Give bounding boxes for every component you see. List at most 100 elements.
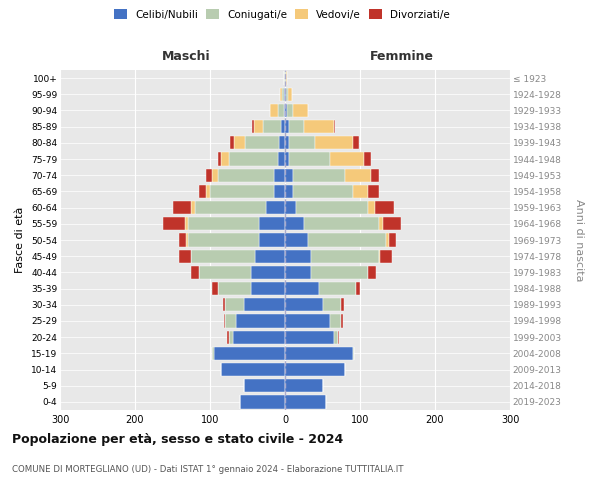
Bar bbox=[218, 282, 251, 295]
Bar bbox=[379, 217, 383, 230]
Bar bbox=[263, 120, 281, 134]
Bar bbox=[383, 217, 401, 230]
Bar bbox=[285, 185, 293, 198]
Bar bbox=[274, 185, 285, 198]
Bar bbox=[266, 201, 285, 214]
Bar bbox=[389, 234, 396, 246]
Bar bbox=[191, 266, 199, 279]
Bar bbox=[285, 72, 286, 85]
Bar bbox=[240, 396, 285, 408]
Bar bbox=[285, 152, 289, 166]
Bar bbox=[281, 120, 285, 134]
Text: Maschi: Maschi bbox=[161, 50, 211, 62]
Legend: Celibi/Nubili, Coniugati/e, Vedovi/e, Divorziati/e: Celibi/Nubili, Coniugati/e, Vedovi/e, Di… bbox=[110, 5, 454, 24]
Bar bbox=[205, 168, 212, 182]
Bar bbox=[293, 185, 353, 198]
Bar bbox=[280, 88, 282, 101]
Bar bbox=[289, 120, 304, 134]
Bar bbox=[311, 266, 367, 279]
Bar bbox=[311, 250, 379, 263]
Bar bbox=[337, 330, 339, 344]
Bar bbox=[285, 330, 334, 344]
Bar bbox=[293, 104, 308, 117]
Bar bbox=[227, 330, 229, 344]
Bar bbox=[285, 379, 323, 392]
Bar bbox=[367, 185, 379, 198]
Bar bbox=[286, 72, 287, 85]
Bar bbox=[199, 185, 206, 198]
Bar bbox=[191, 201, 195, 214]
Bar bbox=[225, 298, 244, 312]
Bar bbox=[244, 379, 285, 392]
Bar bbox=[375, 201, 394, 214]
Bar bbox=[173, 201, 191, 214]
Y-axis label: Fasce di età: Fasce di età bbox=[16, 207, 25, 273]
Bar bbox=[285, 250, 311, 263]
Bar bbox=[304, 120, 334, 134]
Bar bbox=[285, 346, 353, 360]
Bar bbox=[285, 136, 289, 149]
Bar bbox=[285, 298, 323, 312]
Bar bbox=[288, 88, 292, 101]
Bar bbox=[187, 217, 259, 230]
Bar bbox=[330, 314, 341, 328]
Bar bbox=[282, 88, 284, 101]
Bar bbox=[353, 136, 359, 149]
Bar bbox=[191, 250, 255, 263]
Bar bbox=[315, 136, 353, 149]
Bar bbox=[229, 330, 233, 344]
Bar bbox=[334, 120, 335, 134]
Bar bbox=[284, 72, 285, 85]
Bar bbox=[286, 88, 288, 101]
Bar bbox=[199, 266, 251, 279]
Bar bbox=[218, 152, 221, 166]
Bar bbox=[214, 346, 285, 360]
Bar bbox=[341, 298, 343, 312]
Bar bbox=[195, 201, 266, 214]
Bar bbox=[285, 88, 286, 101]
Bar bbox=[367, 201, 375, 214]
Bar bbox=[368, 266, 376, 279]
Bar bbox=[230, 136, 234, 149]
Bar bbox=[330, 152, 364, 166]
Bar bbox=[221, 152, 229, 166]
Bar bbox=[285, 217, 304, 230]
Bar bbox=[259, 217, 285, 230]
Bar bbox=[218, 168, 274, 182]
Bar bbox=[287, 104, 293, 117]
Bar bbox=[345, 168, 371, 182]
Bar bbox=[323, 298, 341, 312]
Bar bbox=[289, 136, 315, 149]
Bar bbox=[285, 201, 296, 214]
Text: COMUNE DI MORTEGLIANO (UD) - Dati ISTAT 1° gennaio 2024 - Elaborazione TUTTITALI: COMUNE DI MORTEGLIANO (UD) - Dati ISTAT … bbox=[12, 465, 404, 474]
Text: Popolazione per età, sesso e stato civile - 2024: Popolazione per età, sesso e stato civil… bbox=[12, 432, 343, 446]
Bar bbox=[285, 396, 326, 408]
Bar bbox=[206, 185, 210, 198]
Y-axis label: Anni di nascita: Anni di nascita bbox=[574, 198, 584, 281]
Bar bbox=[296, 201, 367, 214]
Bar bbox=[353, 346, 354, 360]
Bar bbox=[185, 217, 187, 230]
Bar bbox=[279, 136, 285, 149]
Bar bbox=[356, 282, 360, 295]
Bar bbox=[179, 234, 186, 246]
Bar bbox=[163, 217, 185, 230]
Bar bbox=[341, 314, 343, 328]
Bar bbox=[367, 266, 368, 279]
Bar bbox=[234, 136, 245, 149]
Bar bbox=[285, 282, 319, 295]
Bar bbox=[386, 234, 389, 246]
Bar bbox=[277, 104, 284, 117]
Bar bbox=[223, 314, 225, 328]
Bar bbox=[186, 234, 187, 246]
Bar bbox=[270, 104, 277, 117]
Bar bbox=[210, 185, 274, 198]
Bar bbox=[364, 152, 371, 166]
Bar bbox=[251, 266, 285, 279]
Bar bbox=[212, 282, 218, 295]
Bar bbox=[289, 152, 330, 166]
Bar bbox=[277, 152, 285, 166]
Bar bbox=[244, 298, 285, 312]
Bar bbox=[236, 314, 285, 328]
Bar bbox=[284, 104, 285, 117]
